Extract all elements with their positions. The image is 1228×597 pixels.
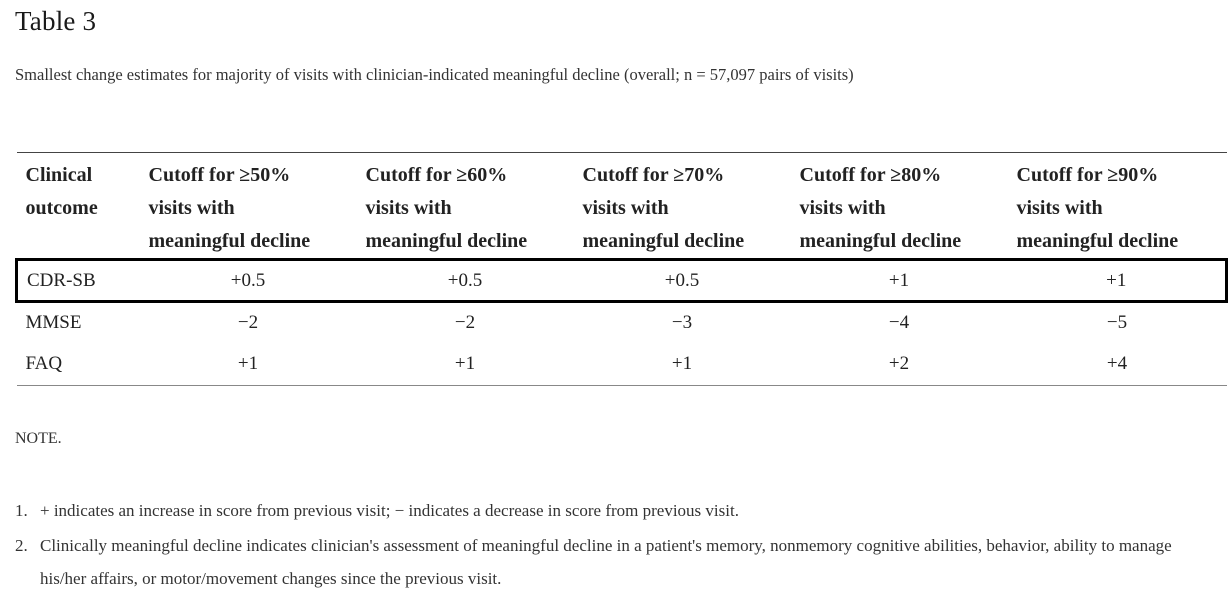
footnote-item: 2. Clinically meaningful decline indicat… — [15, 529, 1220, 595]
header-cutoff-50: Cutoff for ≥50% visits with meaningful d… — [140, 153, 357, 260]
table-cell: −4 — [888, 312, 910, 334]
header-line: meaningful decline — [799, 230, 962, 252]
table-cell: +1 — [237, 353, 259, 375]
table-cell: +1 — [1007, 258, 1228, 303]
table-cell: −2 — [454, 312, 476, 334]
header-cutoff-90: Cutoff for ≥90% visits with meaningful d… — [1008, 153, 1227, 260]
table-container: Clinical outcome Cutoff for ≥50% visits … — [15, 152, 1228, 386]
header-line: Cutoff for ≥80% — [799, 164, 942, 186]
header-line: visits with — [365, 197, 452, 219]
header-cutoff-70: Cutoff for ≥70% visits with meaningful d… — [574, 153, 791, 260]
footnote-item: 1. + indicates an increase in score from… — [15, 494, 1220, 527]
row-outcome-label: CDR-SB — [15, 258, 140, 303]
table-cell: +0.5 — [573, 258, 791, 303]
header-line: outcome — [25, 197, 98, 219]
footnote-number: 2. — [15, 536, 28, 555]
footnote-list: 1. + indicates an increase in score from… — [15, 494, 1220, 597]
table-caption: Smallest change estimates for majority o… — [15, 65, 854, 84]
header-line: meaningful decline — [1016, 230, 1179, 252]
table-cell: −5 — [1106, 312, 1128, 334]
table-cell: +1 — [671, 353, 693, 375]
table-header-row: Clinical outcome Cutoff for ≥50% visits … — [16, 152, 1227, 260]
header-line: meaningful decline — [582, 230, 745, 252]
note-label: NOTE. — [15, 430, 62, 447]
footnote-text: + indicates an increase in score from pr… — [40, 501, 739, 520]
table-cell: −3 — [671, 312, 693, 334]
header-line: Cutoff for ≥60% — [365, 164, 508, 186]
table-cell: +2 — [888, 353, 910, 375]
results-table: Clinical outcome Cutoff for ≥50% visits … — [15, 152, 1228, 386]
header-line: visits with — [799, 197, 886, 219]
header-line: visits with — [582, 197, 669, 219]
row-outcome-label: MMSE — [25, 312, 82, 334]
table-cell: −2 — [237, 312, 259, 334]
header-line: meaningful decline — [148, 230, 311, 252]
table-row-faq: FAQ +1 +1 +1 +2 +4 — [16, 344, 1227, 386]
header-line: Clinical — [25, 164, 93, 186]
table-cell: +4 — [1106, 353, 1128, 375]
header-line: Cutoff for ≥90% — [1016, 164, 1159, 186]
header-cutoff-80: Cutoff for ≥80% visits with meaningful d… — [791, 153, 1008, 260]
table-row-mmse: MMSE −2 −2 −3 −4 −5 — [17, 302, 1227, 344]
header-line: visits with — [148, 197, 235, 219]
header-line: visits with — [1016, 197, 1103, 219]
table-row-cdr-sb: CDR-SB +0.5 +0.5 +0.5 +1 +1 — [15, 258, 1228, 303]
table-title: Table 3 — [15, 6, 97, 36]
footnote-number: 1. — [15, 501, 28, 520]
header-line: meaningful decline — [365, 230, 528, 252]
table-cell: +0.5 — [139, 258, 357, 303]
header-clinical-outcome: Clinical outcome — [17, 153, 140, 260]
table-cell: +0.5 — [356, 258, 574, 303]
table-cell: +1 — [790, 258, 1008, 303]
header-line: Cutoff for ≥70% — [582, 164, 725, 186]
header-line: Cutoff for ≥50% — [148, 164, 291, 186]
footnote-text: Clinically meaningful decline indicates … — [40, 536, 1172, 588]
row-outcome-label: FAQ — [25, 353, 63, 375]
table-cell: +1 — [454, 353, 476, 375]
header-cutoff-60: Cutoff for ≥60% visits with meaningful d… — [357, 153, 574, 260]
